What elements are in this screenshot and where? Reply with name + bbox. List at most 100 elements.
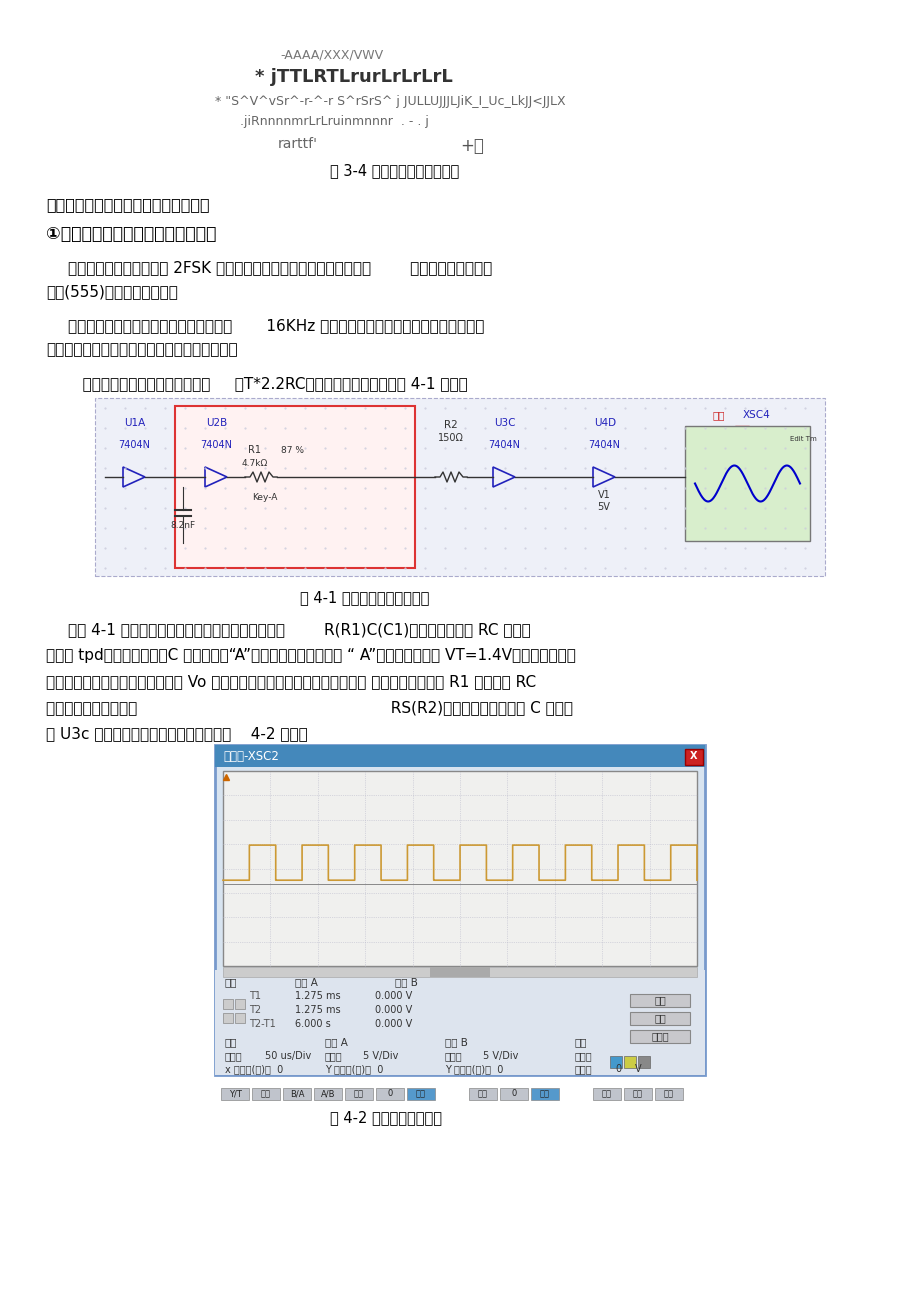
- Text: 0: 0: [387, 1089, 392, 1098]
- Bar: [376, 1088, 403, 1100]
- Bar: [234, 999, 244, 1009]
- Text: 6.000 s: 6.000 s: [295, 1019, 331, 1029]
- Text: 7404N: 7404N: [487, 440, 519, 450]
- Text: .jiRnnnnmrLrLruinmnnnr  . - . j: .jiRnnnnmrLrLruinmnnnr . - . j: [240, 115, 428, 128]
- Text: 路，本次实验系统选用门电路构成多谐振荡器。: 路，本次实验系统选用门电路构成多谐振荡器。: [46, 341, 237, 357]
- Text: 7404N: 7404N: [587, 440, 619, 450]
- Text: 通道 A: 通道 A: [324, 1037, 347, 1048]
- Bar: [654, 1088, 682, 1100]
- Text: 图 4-1 主载波振荡器电原理图: 图 4-1 主载波振荡器电原理图: [300, 590, 429, 605]
- Text: +山: +山: [460, 137, 483, 155]
- Text: 87 %: 87 %: [281, 446, 304, 455]
- Text: Y 轴位置(格)：  0: Y 轴位置(格)： 0: [445, 1065, 503, 1074]
- Text: 7404N: 7404N: [199, 440, 232, 450]
- Text: 通道 A: 通道 A: [295, 977, 318, 986]
- Bar: [406, 1088, 435, 1100]
- Text: 1.275 ms: 1.275 ms: [295, 992, 340, 1001]
- Text: x 轴位置(格)：  0: x 轴位置(格)： 0: [225, 1065, 283, 1074]
- Text: 通道 B: 通道 B: [394, 977, 417, 986]
- Text: 可忽略 tpd。接通电源时，C 的充放电使“A”点电压发生变化。每当 “ A”点到达阈値电压 VT=1.4V时，电路就会翳: 可忽略 tpd。接通电源时，C 的充放电使“A”点电压发生变化。每当 “ A”点…: [46, 648, 575, 663]
- Text: 触发: 触发: [574, 1037, 587, 1048]
- Bar: [609, 1055, 621, 1068]
- Text: 标度：: 标度：: [225, 1052, 243, 1061]
- Text: U1A: U1A: [124, 418, 145, 427]
- Bar: [175, 407, 414, 568]
- Bar: [221, 1088, 249, 1100]
- Text: 通道 B: 通道 B: [445, 1037, 468, 1048]
- Text: X: X: [689, 751, 697, 761]
- Text: 7404N: 7404N: [118, 440, 150, 450]
- Text: ①主载波振荡器电路设计与工作原理: ①主载波振荡器电路设计与工作原理: [46, 225, 216, 242]
- Text: 由图 4-1 电路可知，在三个与非门之间加入了一个        R(R1)C(C1)延时网络，由于 RC 较大，: 由图 4-1 电路可知，在三个与非门之间加入了一个 R(R1)C(C1)延时网络…: [68, 622, 530, 637]
- Bar: [469, 1088, 496, 1100]
- Text: XSC4: XSC4: [743, 410, 770, 420]
- Text: U2B: U2B: [206, 418, 227, 427]
- Text: 本实验系统要求产生的主载波振荡频率为       16KHz 载波，要求输出频率可调。为简化实验电: 本实验系统要求产生的主载波振荡频率为 16KHz 载波，要求输出频率可调。为简化…: [68, 318, 483, 334]
- Bar: [734, 426, 748, 437]
- Text: 添加: 添加: [261, 1089, 271, 1098]
- Text: 5 V/Div: 5 V/Div: [482, 1052, 517, 1061]
- Text: 正常: 正常: [632, 1089, 642, 1098]
- Text: 图 4-2 主载波信号波形图: 图 4-2 主载波信号波形图: [330, 1110, 441, 1124]
- Bar: [685, 749, 702, 765]
- Text: 1.275 ms: 1.275 ms: [295, 1005, 340, 1015]
- Text: 直流: 直流: [415, 1089, 425, 1098]
- Bar: [623, 1055, 635, 1068]
- Text: 载波振荡器的功用是提供 2FSK 调制系统所需的载波和信码定时信号，        它可用门电路或集成: 载波振荡器的功用是提供 2FSK 调制系统所需的载波和信码定时信号， 它可用门电…: [68, 261, 492, 275]
- Bar: [222, 771, 697, 966]
- Text: 外触发: 外触发: [651, 1031, 668, 1041]
- Text: 边沿：: 边沿：: [574, 1052, 592, 1061]
- Bar: [252, 1088, 279, 1100]
- Bar: [499, 1088, 528, 1100]
- Bar: [637, 1055, 650, 1068]
- Bar: [215, 969, 704, 1075]
- Text: V: V: [634, 1065, 641, 1074]
- Text: -AAAA/XXX/VWV: -AAAA/XXX/VWV: [279, 48, 382, 61]
- Text: 主载: 主载: [712, 410, 725, 420]
- Text: U4D: U4D: [594, 418, 616, 427]
- Bar: [95, 397, 824, 576]
- Bar: [234, 1012, 244, 1023]
- Text: T1: T1: [249, 992, 261, 1001]
- Text: 8.2nF: 8.2nF: [170, 521, 196, 530]
- Text: 反向: 反向: [653, 995, 665, 1005]
- Text: 幅度：: 幅度：: [324, 1052, 342, 1061]
- Text: A/B: A/B: [321, 1089, 335, 1098]
- Text: B/A: B/A: [289, 1089, 304, 1098]
- Text: 0.000 V: 0.000 V: [375, 1019, 412, 1029]
- Text: U3C: U3C: [494, 418, 516, 427]
- Text: 150Ω: 150Ω: [437, 433, 463, 443]
- Text: 电路(555)构成多谐振荡器。: 电路(555)构成多谐振荡器。: [46, 284, 177, 298]
- Text: 水平：: 水平：: [574, 1065, 592, 1074]
- Text: 时间: 时间: [225, 977, 237, 986]
- Text: 时基: 时基: [225, 1037, 237, 1048]
- Text: * jTTLRTLrurLrLrLrL: * jTTLRTLrurLrLrLrL: [255, 68, 452, 86]
- Text: 转，电路不停的自动翳转，就会在 Vo 端输出一系列的矩形脉冲，即电路产生 了振荡。并且调整 R1 可以改变 RC: 转，电路不停的自动翳转，就会在 Vo 端输出一系列的矩形脉冲，即电路产生 了振荡…: [46, 674, 536, 689]
- Bar: [630, 1012, 689, 1025]
- Text: * "S^V^vSr^-r-^-r S^rSrS^ j JULLUJJJLJiK_I_Uc_LkJJ<JJLX: * "S^V^vSr^-r-^-r S^rSrS^ j JULLUJJJLJiK…: [215, 95, 565, 108]
- Text: 幅度：: 幅度：: [445, 1052, 462, 1061]
- Text: 0: 0: [511, 1089, 516, 1098]
- Text: Y 轴位置(格)：  0: Y 轴位置(格)： 0: [324, 1065, 383, 1074]
- Bar: [313, 1088, 342, 1100]
- Text: 交流: 交流: [354, 1089, 364, 1098]
- Bar: [530, 1088, 559, 1100]
- Bar: [593, 1088, 620, 1100]
- Text: 5V: 5V: [597, 502, 610, 512]
- Bar: [345, 1088, 372, 1100]
- Bar: [215, 745, 704, 767]
- Text: R2: R2: [444, 420, 458, 430]
- Bar: [222, 999, 233, 1009]
- Text: 图 3-4 过零检测电路信号波形: 图 3-4 过零检测电路信号波形: [330, 163, 459, 179]
- Text: T2-T1: T2-T1: [249, 1019, 276, 1029]
- Text: T2: T2: [249, 1005, 261, 1015]
- Text: 0.000 V: 0.000 V: [375, 1005, 412, 1015]
- Bar: [215, 745, 704, 1075]
- Text: 値，使振荡频率改变。                                                    RS(R2)起隔离作用，把电容 C : 値，使振荡频率改变。 RS(R2)起隔离作用，把电容 C: [46, 700, 573, 715]
- Text: 0.000 V: 0.000 V: [375, 992, 412, 1001]
- Bar: [630, 1029, 689, 1042]
- Bar: [429, 967, 490, 977]
- Text: R1: R1: [248, 446, 261, 455]
- Text: 自动: 自动: [664, 1089, 674, 1098]
- Text: Key-A: Key-A: [252, 493, 278, 502]
